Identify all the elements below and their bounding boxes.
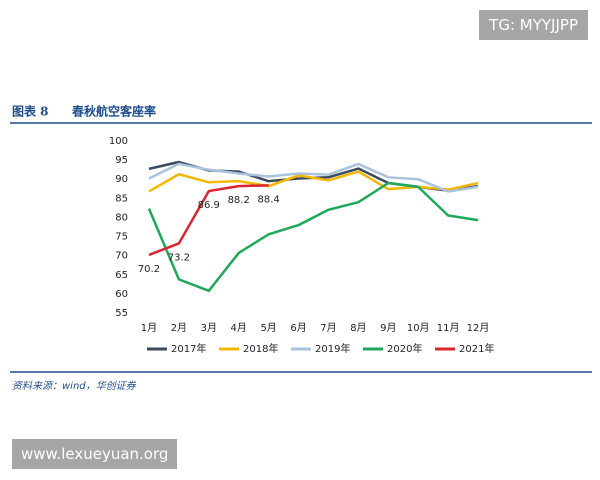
source: 资料来源：wind，华创证券: [12, 380, 137, 392]
data-label: 88.2: [228, 195, 250, 206]
data-label: 70.2: [138, 264, 160, 275]
series-line: [148, 184, 269, 257]
watermark: TG: MYYJJPP: [479, 10, 588, 40]
series-line: [147, 181, 479, 293]
series-line: [148, 170, 479, 193]
y-tick-label: 80: [115, 212, 128, 223]
x-tick-label: 11月: [437, 322, 460, 334]
x-tick-label: 6月: [290, 322, 306, 334]
figure-label: 图表 8: [12, 104, 49, 119]
chart: 图表 8 春秋航空客座率 资料来源：wind，华创证券 55 60 65 70 75 80…: [10, 104, 592, 392]
data-label: 73.2: [168, 252, 190, 263]
x-tick-label: 4月: [231, 322, 247, 334]
y-tick-label: 75: [115, 232, 128, 243]
y-tick-label: 55: [115, 308, 128, 319]
y-tick-label: 65: [115, 270, 128, 281]
series-line: [148, 160, 479, 192]
data-label: 86.9: [198, 200, 220, 211]
watermark: www.lexueyuan.org: [12, 439, 178, 469]
series-line: [148, 162, 479, 193]
data-label: 88.4: [257, 194, 279, 205]
x-tick-label: 5月: [260, 322, 276, 334]
y-tick-label: 100: [109, 136, 128, 147]
x-tick-label: 2月: [171, 322, 187, 334]
x-tick-label: 12月: [467, 322, 490, 334]
y-tick-label: 90: [115, 174, 128, 185]
legend-label: 2020年: [387, 342, 422, 355]
y-tick-label: 85: [115, 193, 128, 204]
x-tick-label: 7月: [320, 322, 336, 334]
legend-label: 2017年: [171, 342, 206, 355]
chart-title: 春秋航空客座率: [71, 104, 156, 119]
legend-label: 2019年: [315, 342, 350, 355]
x-tick-label: 10月: [407, 322, 430, 334]
x-tick-label: 1月: [141, 322, 157, 334]
legend-label: 2018年: [243, 342, 278, 355]
y-tick-label: 95: [115, 155, 128, 166]
y-tick-label: 60: [115, 289, 128, 300]
x-tick-label: 3月: [201, 322, 217, 334]
legend-label: 2021年: [459, 342, 494, 355]
x-tick-label: 9月: [380, 322, 396, 334]
y-tick-label: 70: [115, 251, 128, 262]
x-tick-label: 8月: [350, 322, 366, 334]
